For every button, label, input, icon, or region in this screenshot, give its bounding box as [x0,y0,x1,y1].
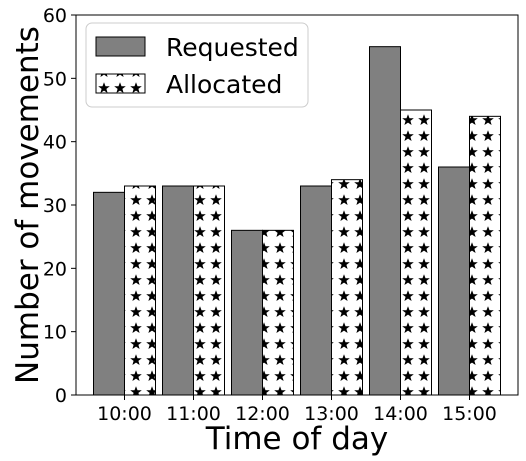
series-allocated [124,109,501,396]
y-tick-label: 60 [43,5,67,27]
x-tick-label: 15:00 [442,403,497,425]
y-tick-label: 30 [43,195,67,217]
legend-label-requested: Requested [166,33,299,62]
x-axis: 10:00 11:00 12:00 13:00 14:00 15:00 [97,395,497,425]
y-axis: 0 10 20 30 40 50 60 [43,5,76,407]
bar-requested-10:00 [93,191,125,396]
x-axis-title: Time of day [205,421,388,457]
bar-requested-11:00 [162,185,194,396]
legend-swatch-requested [95,36,146,57]
bar-requested-15:00 [438,166,470,396]
bar-allocated-15:00 [469,115,501,396]
x-tick-label: 14:00 [373,403,428,425]
bar-requested-12:00 [231,229,263,396]
y-tick-label: 20 [43,258,67,280]
bar-allocated-13:00 [331,179,363,396]
y-tick-label: 50 [43,68,67,90]
x-tick-label: 13:00 [304,403,359,425]
x-tick-label: 10:00 [97,403,152,425]
bar-allocated-12:00 [262,229,294,396]
bar-allocated-11:00 [193,185,225,396]
y-tick-label: 40 [43,132,67,154]
bar-allocated-14:00 [400,109,432,396]
bar-requested-14:00 [369,46,401,396]
legend-label-allocated: Allocated [166,70,282,99]
y-tick-label: 10 [43,322,67,344]
legend: Requested Allocated [85,22,309,108]
x-tick-label: 12:00 [235,403,290,425]
bar-requested-13:00 [300,185,332,396]
y-tick-label: 0 [55,385,67,407]
series-requested [93,46,470,396]
x-tick-label: 11:00 [166,403,221,425]
bar-allocated-10:00 [124,185,156,396]
y-axis-title: Number of movements [10,26,46,384]
legend-swatch-allocated [95,73,146,94]
